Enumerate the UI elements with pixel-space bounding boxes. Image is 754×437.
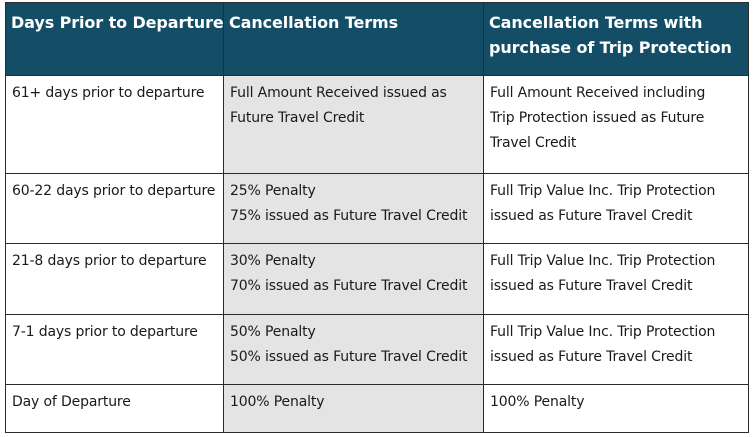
table-row: 7-1 days prior to departure 50% Penalty … <box>5 314 749 385</box>
cell-line: 50% issued as Future Travel Credit <box>230 349 468 365</box>
cell-line: 75% issued as Future Travel Credit <box>230 208 468 224</box>
table-header-row: Days Prior to Departure Cancellation Ter… <box>5 2 749 76</box>
protection-cell: Full Trip Value Inc. Trip Protection iss… <box>483 243 749 315</box>
protection-cell: 100% Penalty <box>483 384 749 433</box>
cell-line: 61+ days prior to departure <box>12 85 205 101</box>
days-cell: 7-1 days prior to departure <box>5 314 224 385</box>
cell-line: Full Trip Value Inc. Trip Protection <box>490 253 716 269</box>
header-line: Days Prior to Departure <box>11 13 224 32</box>
header-days-prior: Days Prior to Departure <box>5 2 224 76</box>
header-terms-with-protection: Cancellation Terms with purchase of Trip… <box>483 2 749 76</box>
days-cell: Day of Departure <box>5 384 224 433</box>
header-line: Cancellation Terms with <box>489 13 703 32</box>
cell-line: Trip Protection issued as Future <box>490 110 705 126</box>
header-line: Cancellation Terms <box>229 13 399 32</box>
cell-line: Future Travel Credit <box>230 110 365 126</box>
days-cell: 61+ days prior to departure <box>5 75 224 174</box>
cell-line: 21-8 days prior to departure <box>12 253 207 269</box>
terms-cell: 100% Penalty <box>223 384 484 433</box>
cell-line: 60-22 days prior to departure <box>12 183 216 199</box>
cell-line: 100% Penalty <box>490 394 585 410</box>
cell-line: 25% Penalty <box>230 183 316 199</box>
cell-line: Full Amount Received including <box>490 85 706 101</box>
cell-line: issued as Future Travel Credit <box>490 278 693 294</box>
days-cell: 60-22 days prior to departure <box>5 173 224 244</box>
cell-line: 7-1 days prior to departure <box>12 324 198 340</box>
terms-cell: 25% Penalty 75% issued as Future Travel … <box>223 173 484 244</box>
table-row: Day of Departure 100% Penalty 100% Penal… <box>5 384 749 433</box>
cell-line: Full Trip Value Inc. Trip Protection <box>490 183 716 199</box>
cell-line: 70% issued as Future Travel Credit <box>230 278 468 294</box>
cell-line: Full Amount Received issued as <box>230 85 447 101</box>
protection-cell: Full Trip Value Inc. Trip Protection iss… <box>483 173 749 244</box>
cancellation-terms-table: Days Prior to Departure Cancellation Ter… <box>5 2 749 433</box>
cell-line: Travel Credit <box>490 135 577 151</box>
cell-line: Full Trip Value Inc. Trip Protection <box>490 324 716 340</box>
table-row: 60-22 days prior to departure 25% Penalt… <box>5 173 749 244</box>
header-line: purchase of Trip Protection <box>489 38 732 57</box>
header-cancellation-terms: Cancellation Terms <box>223 2 484 76</box>
protection-cell: Full Amount Received including Trip Prot… <box>483 75 749 174</box>
table-row: 61+ days prior to departure Full Amount … <box>5 75 749 174</box>
terms-cell: Full Amount Received issued as Future Tr… <box>223 75 484 174</box>
cell-line: 30% Penalty <box>230 253 316 269</box>
cell-line: 100% Penalty <box>230 394 325 410</box>
cell-line: issued as Future Travel Credit <box>490 349 693 365</box>
protection-cell: Full Trip Value Inc. Trip Protection iss… <box>483 314 749 385</box>
table-row: 21-8 days prior to departure 30% Penalty… <box>5 243 749 315</box>
terms-cell: 50% Penalty 50% issued as Future Travel … <box>223 314 484 385</box>
cell-line: Day of Departure <box>12 394 131 410</box>
cell-line: issued as Future Travel Credit <box>490 208 693 224</box>
cell-line: 50% Penalty <box>230 324 316 340</box>
days-cell: 21-8 days prior to departure <box>5 243 224 315</box>
terms-cell: 30% Penalty 70% issued as Future Travel … <box>223 243 484 315</box>
